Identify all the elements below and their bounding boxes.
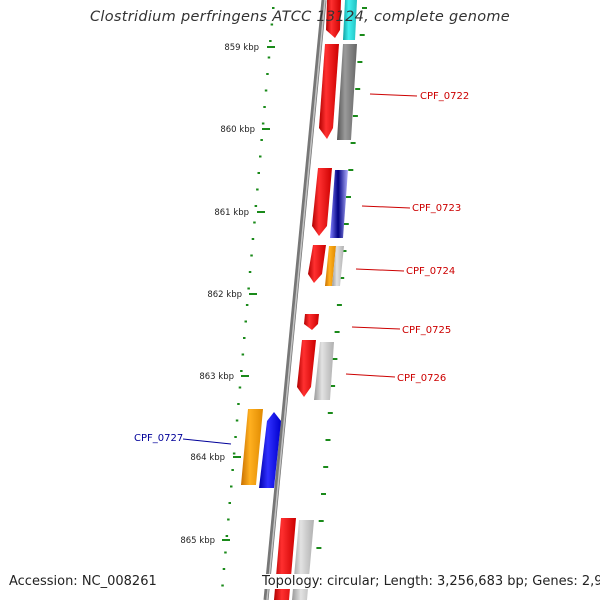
scale-tick-862: 862 kbp — [207, 290, 257, 300]
map-title: Clostridium perfringens ATCC 13124, comp… — [89, 9, 511, 25]
scale-label-859: 859 kbp — [224, 43, 259, 53]
scale-label-865: 865 kbp — [180, 536, 215, 546]
label-cpf-0726[interactable]: CPF_0726 — [345, 373, 446, 384]
gene-cpf-0725-red[interactable] — [304, 314, 319, 330]
genome-backbone — [263, 0, 327, 600]
genome-backbone-highlight — [266, 0, 326, 600]
scale-label-860: 860 kbp — [220, 125, 255, 135]
scale-tick-863: 863 kbp — [199, 372, 249, 382]
label-cpf-0726-text[interactable]: CPF_0726 — [397, 373, 446, 384]
gene-cpf-0726-red[interactable] — [297, 340, 316, 397]
label-cpf-0722[interactable]: CPF_0722 — [369, 91, 469, 102]
label-cpf-0723[interactable]: CPF_0723 — [361, 203, 461, 214]
gene-cpf-0723-blue[interactable] — [330, 170, 348, 238]
gene-cpf-0726-gray[interactable] — [314, 342, 334, 400]
inner-ring-dots — [221, 7, 275, 587]
scale-tick-861: 861 kbp — [214, 208, 265, 218]
gene-top-red[interactable] — [326, 0, 341, 38]
label-cpf-0727-text[interactable]: CPF_0727 — [134, 433, 183, 444]
scale-label-861: 861 kbp — [214, 208, 249, 218]
gene-cpf-0727-orange[interactable] — [241, 409, 263, 485]
scale-tick-864: 864 kbp — [190, 453, 241, 463]
label-cpf-0727[interactable]: CPF_0727 — [134, 433, 232, 445]
gene-cpf-0722-gray[interactable] — [337, 44, 357, 140]
label-cpf-0725[interactable]: CPF_0725 — [351, 325, 451, 336]
scale-label-864: 864 kbp — [190, 453, 225, 463]
label-cpf-0724[interactable]: CPF_0724 — [355, 266, 455, 277]
gene-cpf-0724-orange[interactable] — [325, 246, 336, 286]
label-cpf-0723-text[interactable]: CPF_0723 — [412, 203, 461, 214]
gene-cpf-0727-blue[interactable] — [259, 412, 281, 488]
label-cpf-0722-text[interactable]: CPF_0722 — [420, 91, 469, 102]
scale-label-863: 863 kbp — [199, 372, 234, 382]
gene-cpf-0722-red[interactable] — [319, 44, 339, 139]
topology-text: Topology: circular; Length: 3,256,683 bp… — [262, 574, 600, 589]
gene-cpf-0723-red[interactable] — [312, 168, 332, 236]
scale-tick-859: 859 kbp — [224, 43, 275, 53]
scale-tick-860: 860 kbp — [220, 125, 270, 135]
scale-label-862: 862 kbp — [207, 290, 242, 300]
gene-top-cyan[interactable] — [343, 0, 357, 40]
scale-tick-865: 865 kbp — [180, 536, 230, 546]
label-cpf-0725-text[interactable]: CPF_0725 — [402, 325, 451, 336]
label-cpf-0724-text[interactable]: CPF_0724 — [406, 266, 455, 277]
gene-cpf-0724-red[interactable] — [308, 245, 326, 283]
gene-cpf-0724-gray[interactable] — [332, 246, 344, 286]
accession-text: Accession: NC_008261 — [9, 574, 157, 589]
